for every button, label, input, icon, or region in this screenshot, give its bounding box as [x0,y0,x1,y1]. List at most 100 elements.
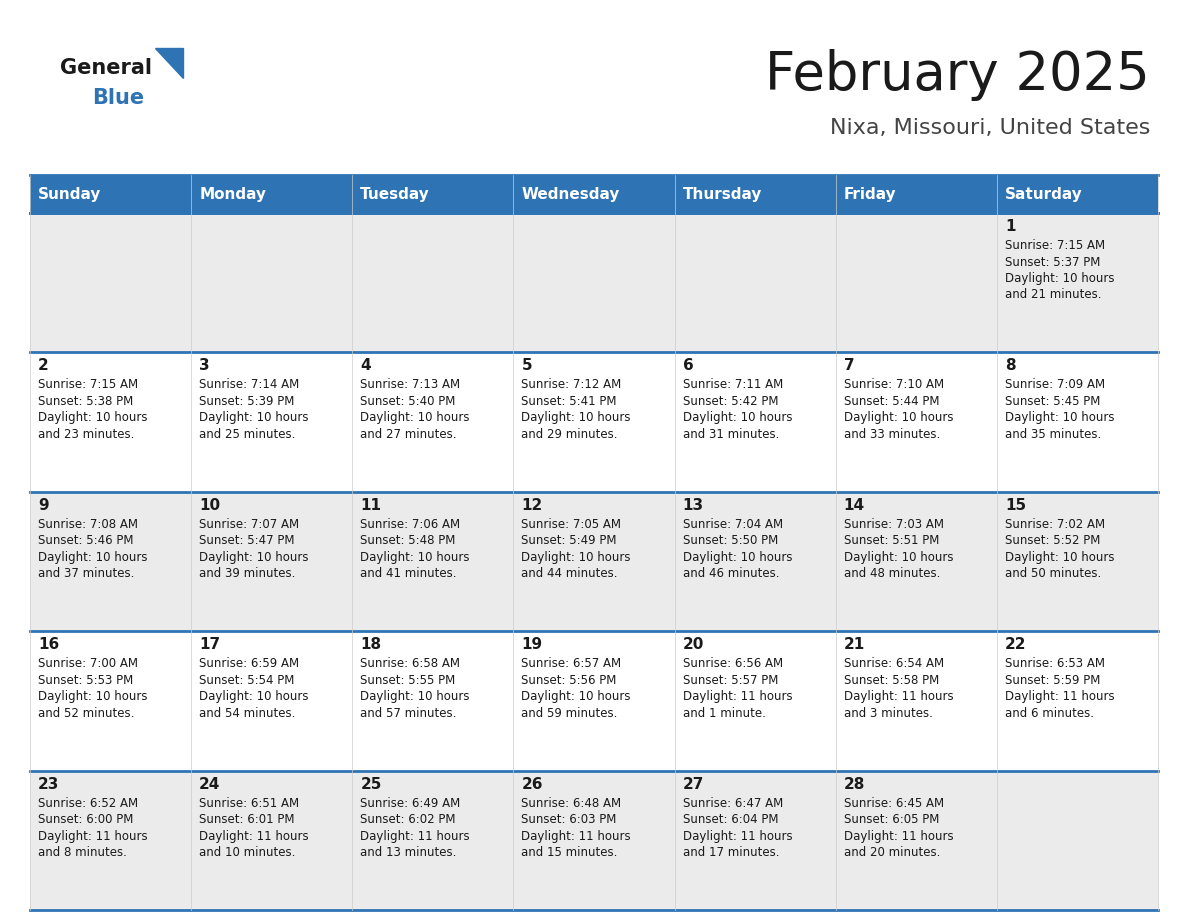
Text: Sunrise: 6:47 AM: Sunrise: 6:47 AM [683,797,783,810]
Text: Tuesday: Tuesday [360,186,430,201]
Text: and 6 minutes.: and 6 minutes. [1005,707,1094,720]
Text: and 29 minutes.: and 29 minutes. [522,428,618,441]
Bar [513,492,675,632]
Bar [997,492,1158,632]
Text: Sunset: 5:45 PM: Sunset: 5:45 PM [1005,395,1100,408]
Text: 24: 24 [200,777,221,791]
Text: 17: 17 [200,637,220,652]
Text: Sunset: 5:40 PM: Sunset: 5:40 PM [360,395,456,408]
Text: Daylight: 10 hours: Daylight: 10 hours [200,551,309,564]
Text: 27: 27 [683,777,704,791]
Text: and 8 minutes.: and 8 minutes. [38,846,127,859]
Text: Daylight: 10 hours: Daylight: 10 hours [360,551,469,564]
Text: Sunset: 5:37 PM: Sunset: 5:37 PM [1005,255,1100,268]
Text: Daylight: 10 hours: Daylight: 10 hours [38,411,147,424]
Bar [353,213,513,353]
Text: 26: 26 [522,777,543,791]
Text: 10: 10 [200,498,220,513]
Text: 18: 18 [360,637,381,652]
Text: Sunrise: 6:57 AM: Sunrise: 6:57 AM [522,657,621,670]
Text: 21: 21 [843,637,865,652]
Text: Sunset: 6:01 PM: Sunset: 6:01 PM [200,813,295,826]
Bar [997,175,1158,213]
Text: Sunset: 6:02 PM: Sunset: 6:02 PM [360,813,456,826]
Text: Sunrise: 6:52 AM: Sunrise: 6:52 AM [38,797,138,810]
Bar [675,353,835,492]
Bar [353,770,513,910]
Text: 1: 1 [1005,219,1016,234]
Bar [353,175,513,213]
Text: 16: 16 [38,637,59,652]
Text: Daylight: 10 hours: Daylight: 10 hours [683,411,792,424]
Text: and 31 minutes.: and 31 minutes. [683,428,779,441]
Text: Sunset: 5:59 PM: Sunset: 5:59 PM [1005,674,1100,687]
Text: Sunrise: 6:45 AM: Sunrise: 6:45 AM [843,797,943,810]
Bar [835,175,997,213]
Bar [835,353,997,492]
Bar [191,632,353,770]
Text: Sunset: 5:39 PM: Sunset: 5:39 PM [200,395,295,408]
Text: Saturday: Saturday [1005,186,1082,201]
Text: 11: 11 [360,498,381,513]
Text: Monday: Monday [200,186,266,201]
Text: Sunset: 6:00 PM: Sunset: 6:00 PM [38,813,133,826]
Text: Sunset: 5:57 PM: Sunset: 5:57 PM [683,674,778,687]
Bar [835,213,997,353]
Text: 20: 20 [683,637,704,652]
Text: and 37 minutes.: and 37 minutes. [38,567,134,580]
Text: Sunrise: 7:13 AM: Sunrise: 7:13 AM [360,378,461,391]
Text: 3: 3 [200,358,210,374]
Text: Daylight: 11 hours: Daylight: 11 hours [360,830,470,843]
Text: Sunset: 5:44 PM: Sunset: 5:44 PM [843,395,940,408]
Text: Sunrise: 7:03 AM: Sunrise: 7:03 AM [843,518,943,531]
Bar [30,770,191,910]
Text: and 35 minutes.: and 35 minutes. [1005,428,1101,441]
Text: and 27 minutes.: and 27 minutes. [360,428,456,441]
Bar [835,632,997,770]
Bar [30,213,191,353]
Bar [191,770,353,910]
Text: Daylight: 10 hours: Daylight: 10 hours [200,411,309,424]
Text: Sunset: 5:49 PM: Sunset: 5:49 PM [522,534,617,547]
Text: Sunrise: 6:59 AM: Sunrise: 6:59 AM [200,657,299,670]
Text: Sunset: 5:41 PM: Sunset: 5:41 PM [522,395,617,408]
Text: and 17 minutes.: and 17 minutes. [683,846,779,859]
Text: 8: 8 [1005,358,1016,374]
Text: Sunrise: 7:05 AM: Sunrise: 7:05 AM [522,518,621,531]
Text: Sunset: 5:54 PM: Sunset: 5:54 PM [200,674,295,687]
Text: 5: 5 [522,358,532,374]
Text: and 3 minutes.: and 3 minutes. [843,707,933,720]
Bar [835,770,997,910]
Text: Sunrise: 7:07 AM: Sunrise: 7:07 AM [200,518,299,531]
Bar [997,770,1158,910]
Text: and 25 minutes.: and 25 minutes. [200,428,296,441]
Bar [353,353,513,492]
Text: and 41 minutes.: and 41 minutes. [360,567,456,580]
Text: Sunrise: 6:58 AM: Sunrise: 6:58 AM [360,657,460,670]
Text: Nixa, Missouri, United States: Nixa, Missouri, United States [829,118,1150,138]
Bar [675,213,835,353]
Text: Daylight: 10 hours: Daylight: 10 hours [38,551,147,564]
Text: and 44 minutes.: and 44 minutes. [522,567,618,580]
Bar [675,175,835,213]
Text: Sunset: 5:46 PM: Sunset: 5:46 PM [38,534,133,547]
Text: Daylight: 10 hours: Daylight: 10 hours [38,690,147,703]
Text: Sunset: 5:52 PM: Sunset: 5:52 PM [1005,534,1100,547]
Text: and 46 minutes.: and 46 minutes. [683,567,779,580]
Text: Daylight: 11 hours: Daylight: 11 hours [38,830,147,843]
Text: Daylight: 10 hours: Daylight: 10 hours [200,690,309,703]
Text: Daylight: 10 hours: Daylight: 10 hours [522,551,631,564]
Text: 7: 7 [843,358,854,374]
Text: 15: 15 [1005,498,1026,513]
Text: Sunrise: 7:02 AM: Sunrise: 7:02 AM [1005,518,1105,531]
Text: Daylight: 10 hours: Daylight: 10 hours [360,690,469,703]
Text: 4: 4 [360,358,371,374]
Text: Sunset: 5:51 PM: Sunset: 5:51 PM [843,534,939,547]
Text: Sunrise: 6:49 AM: Sunrise: 6:49 AM [360,797,461,810]
Bar [30,632,191,770]
Bar [30,492,191,632]
Text: 6: 6 [683,358,694,374]
Text: Thursday: Thursday [683,186,762,201]
Text: 14: 14 [843,498,865,513]
Text: and 57 minutes.: and 57 minutes. [360,707,456,720]
